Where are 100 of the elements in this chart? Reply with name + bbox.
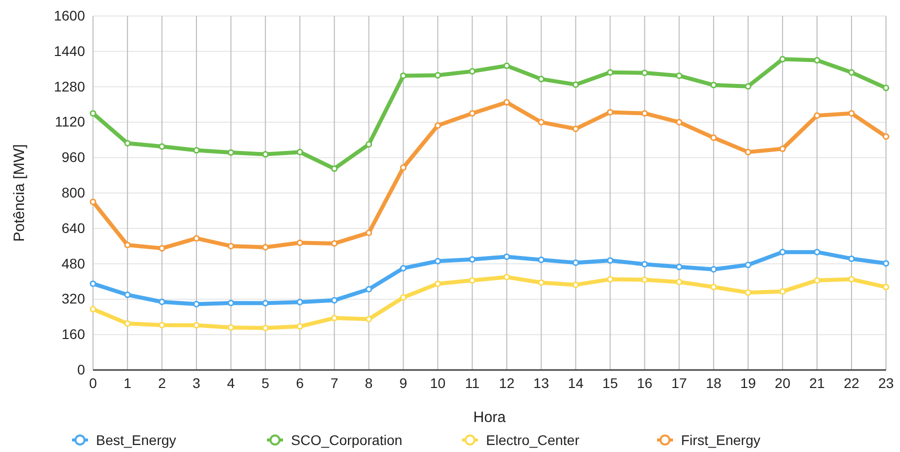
x-tick-label: 1 xyxy=(124,374,132,391)
point xyxy=(262,324,269,332)
x-tick-label: 22 xyxy=(844,374,860,391)
x-tick-label: 15 xyxy=(602,374,618,391)
x-tick-label: 14 xyxy=(568,374,584,391)
point xyxy=(366,286,372,293)
point xyxy=(193,235,200,242)
point xyxy=(366,316,372,322)
x-tick-label: 20 xyxy=(774,374,791,391)
point xyxy=(538,76,544,82)
point xyxy=(296,323,304,330)
point xyxy=(124,292,131,298)
point xyxy=(641,70,648,76)
point xyxy=(400,264,407,272)
point xyxy=(228,324,234,331)
x-tick-label: 10 xyxy=(430,374,446,391)
y-tick-label: 1120 xyxy=(54,114,86,130)
point xyxy=(606,108,614,116)
point xyxy=(641,110,648,117)
point xyxy=(366,230,372,236)
y-tick-label: 640 xyxy=(62,220,86,236)
point xyxy=(434,280,442,287)
x-tick-label: 11 xyxy=(464,374,480,391)
legend-label: SCO_Corporation xyxy=(291,432,402,448)
point xyxy=(228,300,234,306)
point xyxy=(503,99,510,106)
y-tick-label: 800 xyxy=(62,184,86,200)
point xyxy=(779,288,786,295)
point xyxy=(538,256,544,264)
point xyxy=(331,314,338,322)
point xyxy=(882,284,890,290)
point xyxy=(90,198,96,206)
point xyxy=(331,297,338,304)
point xyxy=(779,248,786,256)
point xyxy=(158,245,166,252)
y-tick-label: 960 xyxy=(62,149,86,166)
point xyxy=(814,248,820,256)
point xyxy=(572,259,579,266)
x-tick-label: 18 xyxy=(706,374,722,391)
point xyxy=(882,84,890,92)
point xyxy=(606,276,614,283)
x-axis-title: Hora xyxy=(473,409,506,426)
point xyxy=(676,72,682,80)
point xyxy=(814,277,820,284)
x-tick-label: 8 xyxy=(364,374,373,391)
point xyxy=(676,278,682,286)
x-tick-label: 21 xyxy=(809,374,826,391)
point xyxy=(641,260,648,268)
point xyxy=(572,282,579,288)
x-tick-label: 7 xyxy=(330,374,338,391)
point xyxy=(366,141,372,148)
point xyxy=(434,72,442,79)
point xyxy=(468,256,476,263)
point xyxy=(331,165,338,172)
x-tick-label: 9 xyxy=(399,374,408,391)
y-tick-label: 1280 xyxy=(54,78,86,94)
y-tick-label: 1440 xyxy=(54,42,86,59)
point xyxy=(296,148,304,156)
point xyxy=(503,62,510,70)
point xyxy=(882,260,890,267)
point xyxy=(124,242,131,248)
point xyxy=(538,279,544,286)
y-tick-label: 480 xyxy=(62,255,86,272)
point xyxy=(400,164,407,171)
point xyxy=(848,276,855,283)
point xyxy=(193,300,200,308)
point xyxy=(676,118,682,126)
point xyxy=(814,56,820,64)
point xyxy=(158,322,166,328)
point xyxy=(538,118,544,126)
x-tick-label: 3 xyxy=(192,374,201,391)
point xyxy=(90,110,96,117)
point xyxy=(158,143,166,150)
y-tick-label: 1600 xyxy=(54,7,86,24)
point xyxy=(744,148,752,156)
point xyxy=(400,294,407,301)
x-tick-label: 0 xyxy=(89,374,98,391)
point xyxy=(848,69,855,76)
point xyxy=(468,68,476,75)
point xyxy=(262,244,269,250)
point xyxy=(572,81,579,88)
x-tick-label: 12 xyxy=(498,374,515,391)
point xyxy=(400,72,407,80)
point xyxy=(710,134,717,141)
point xyxy=(124,320,131,327)
point xyxy=(124,140,131,146)
point xyxy=(503,274,510,280)
point xyxy=(193,147,200,154)
x-tick-label: 2 xyxy=(158,374,166,391)
x-tick-label: 17 xyxy=(671,374,688,391)
point xyxy=(193,322,200,329)
legend-label: Electro_Center xyxy=(486,432,580,448)
point xyxy=(710,284,717,290)
point xyxy=(814,112,820,119)
point xyxy=(262,151,269,158)
y-axis-title: Potência [MW] xyxy=(11,144,28,242)
point xyxy=(262,300,269,306)
point xyxy=(434,258,442,264)
point xyxy=(468,277,476,284)
point xyxy=(848,255,855,262)
